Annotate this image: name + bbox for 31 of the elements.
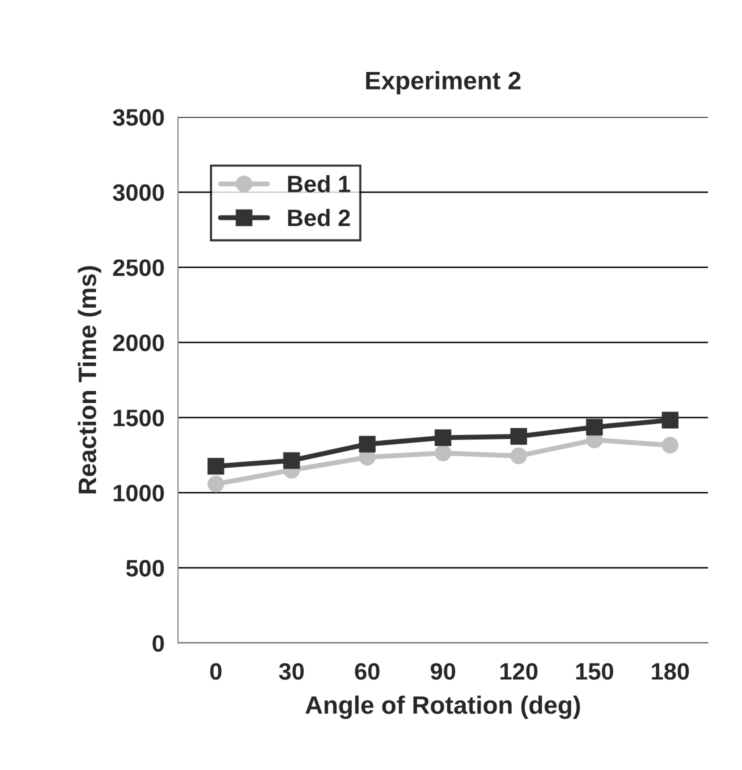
y-tick-label: 0	[152, 635, 164, 652]
x-tick-label: 90	[430, 663, 456, 680]
point	[434, 444, 452, 462]
y-tick-label: 3000	[112, 184, 164, 201]
x-tick-label: 150	[576, 663, 614, 680]
x-tick-label: 180	[652, 663, 689, 680]
point	[510, 428, 528, 445]
point	[662, 412, 678, 428]
y-tick-label: 1500	[114, 410, 164, 426]
point	[358, 436, 376, 453]
y-tick-label: 500	[126, 560, 164, 577]
point	[283, 452, 300, 469]
y-tick-label: 1000	[114, 484, 164, 502]
x-tick-label: 60	[355, 663, 380, 680]
y-tick-label: 2500	[113, 259, 164, 276]
chart-title: Experiment 2	[366, 71, 521, 94]
point	[586, 418, 603, 436]
y-tick-label: 3500	[112, 109, 164, 126]
y-tick-label: 2000	[113, 334, 164, 352]
x-tick-label: 120	[500, 663, 538, 680]
point	[208, 476, 224, 492]
point	[662, 436, 678, 454]
point	[510, 448, 528, 464]
y-axis-title: Reaction Time (ms)	[78, 266, 102, 494]
point	[208, 458, 224, 475]
legend-label: Bed 1	[288, 175, 350, 192]
x-tick-label: 30	[278, 663, 304, 680]
legend-label: Bed 2	[288, 208, 350, 226]
point	[434, 429, 452, 446]
x-axis-title: Angle of Rotation (deg)	[305, 696, 580, 719]
x-tick-label: 0	[210, 663, 222, 680]
